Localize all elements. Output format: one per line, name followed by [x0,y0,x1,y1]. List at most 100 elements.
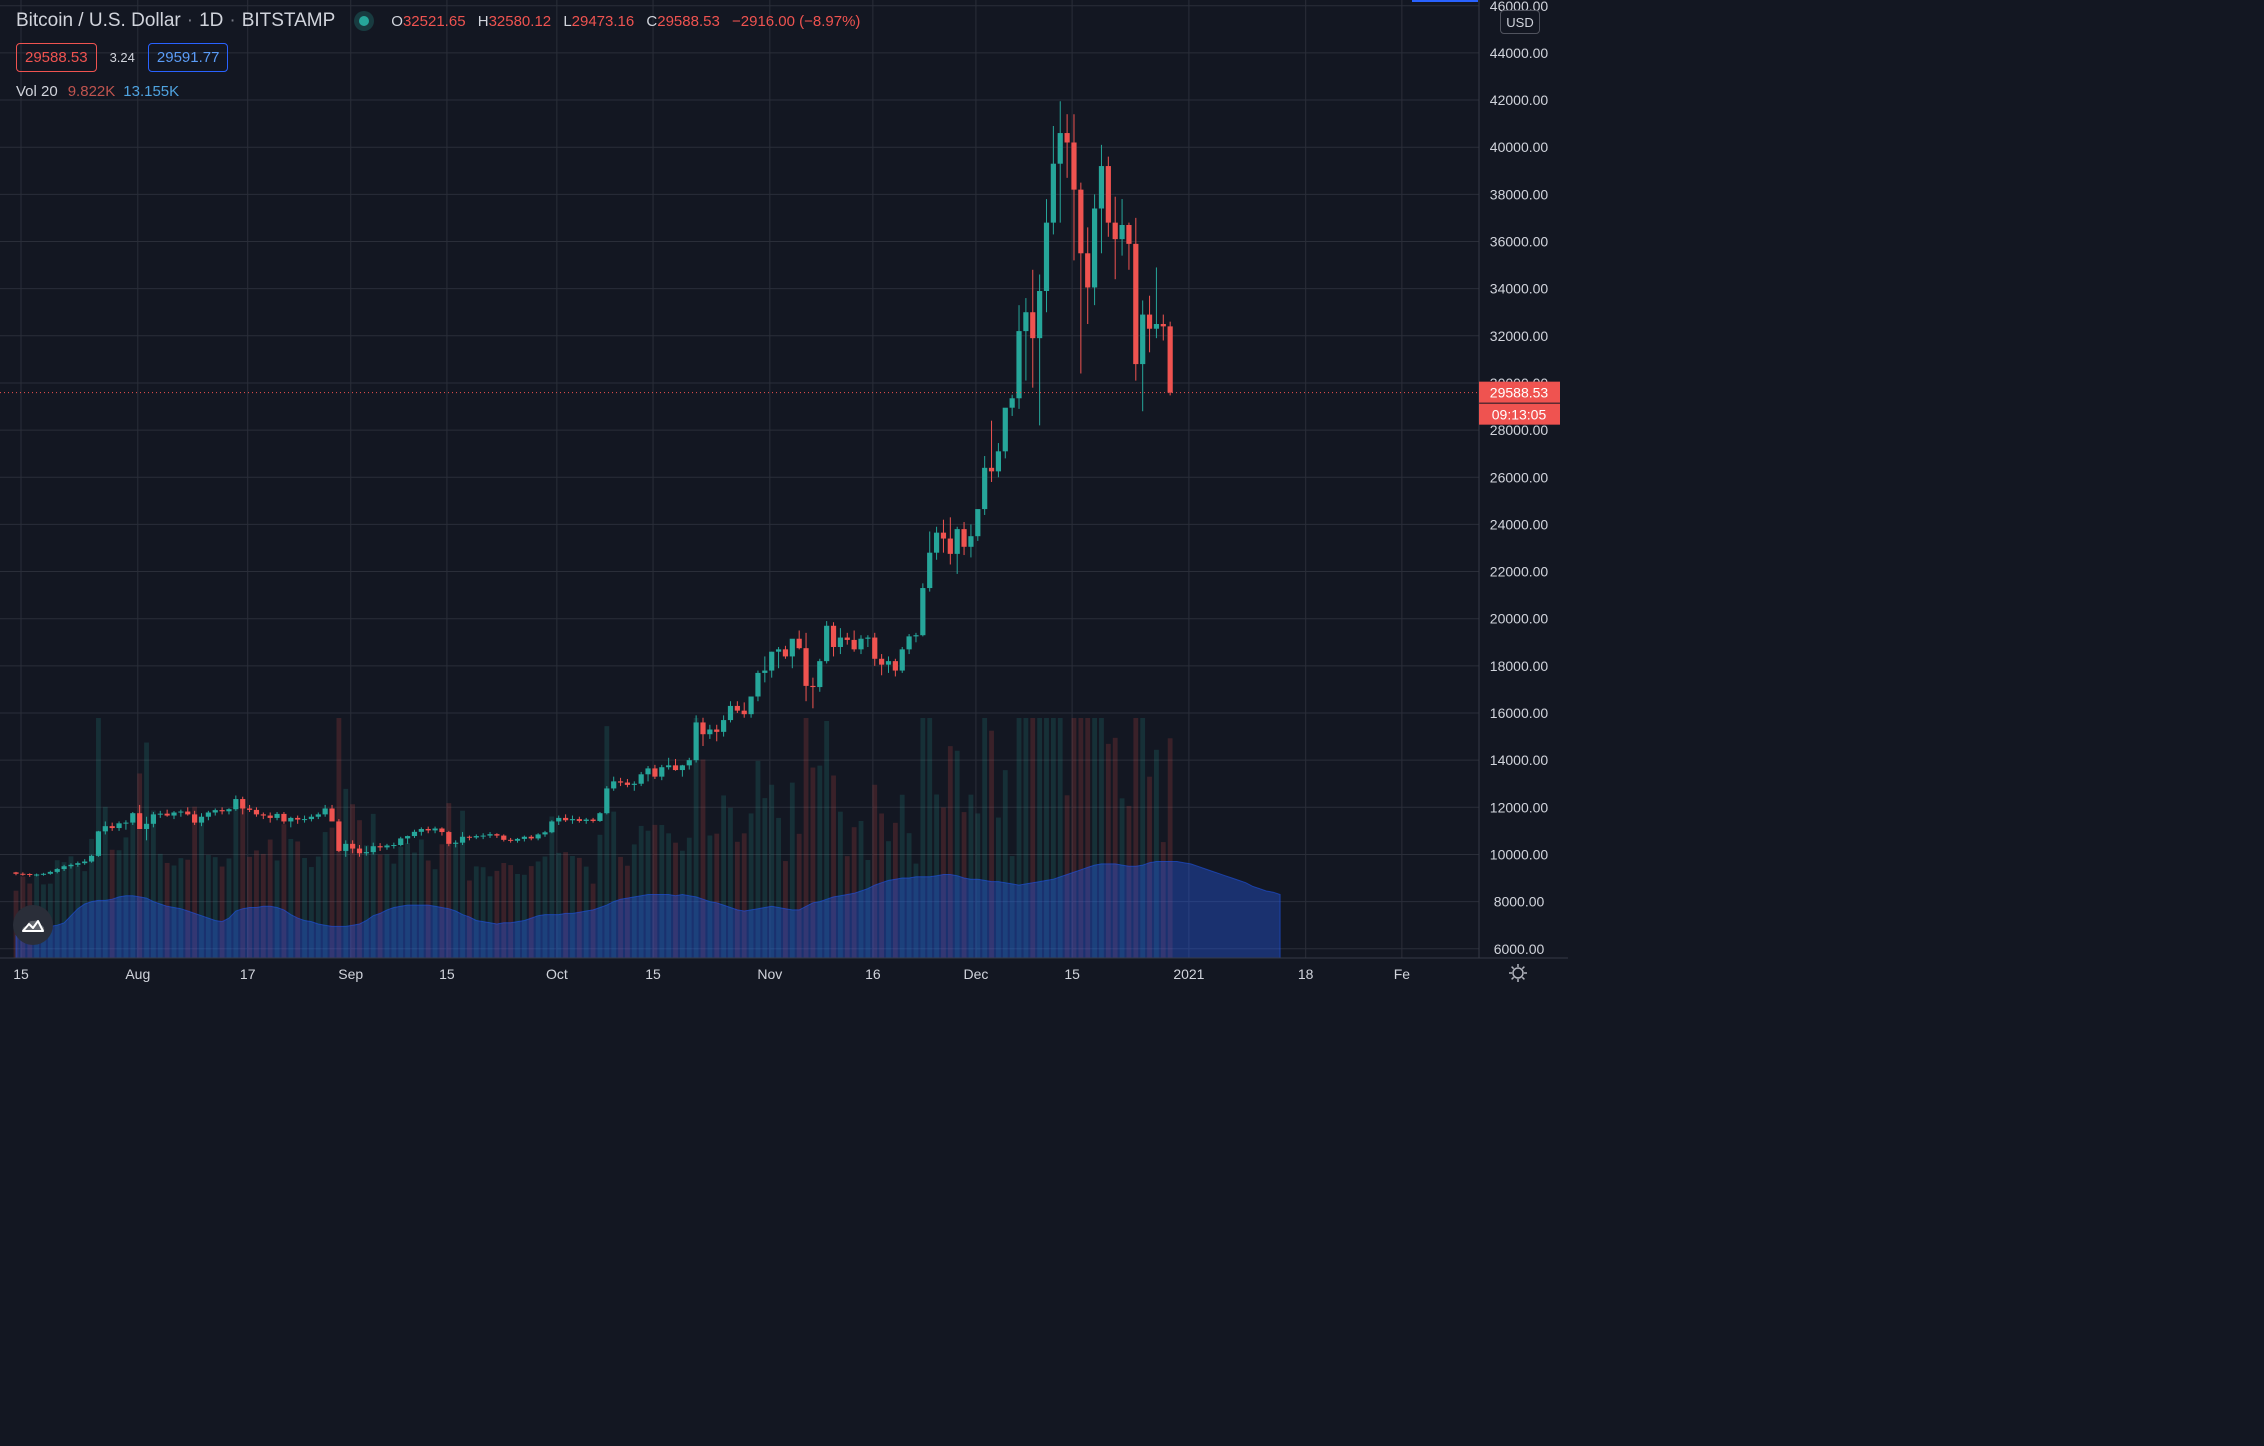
candle-body [961,529,967,547]
candle-body [727,705,734,721]
volume-bar [467,880,472,958]
volume-bar [363,845,369,958]
candle-body [940,532,947,539]
volume-bar [858,820,864,958]
volume-bar [1147,776,1152,958]
volume-bar [1078,718,1084,958]
time-tick-label: 16 [865,966,881,982]
candle-body [899,649,905,671]
volume-bar [748,813,754,958]
time-tick-label: 2021 [1173,966,1204,982]
volume-bar [508,865,514,958]
volume-bar [844,856,850,958]
candle-body [494,834,500,836]
low-value: 29473.16 [571,12,635,30]
volume-bar [473,866,479,958]
volume-bar [549,816,555,958]
price-chart[interactable]: 6000.00 8000.00 10000.00 12000.00 14000.00 16… [0,0,1568,1001]
volume-bar [418,839,424,958]
high-label: H [477,12,489,30]
candle-body [240,799,246,809]
volume-bar [597,834,603,958]
time-axis[interactable]: 15 Aug 17 Sep 15 Oct 15 Nov 16 Dec 15 2021 18 Fe [13,966,1410,982]
time-tick-label: 15 [645,966,661,982]
volume-bar [377,854,383,958]
candle-body [920,588,926,636]
volume-bar [137,773,143,958]
volume-bar [741,833,747,958]
top-progress-accent [1412,0,1478,2]
sell-price-button[interactable]: 29588.53 [16,43,97,72]
volume-legend[interactable]: Vol 20 9.822K 13.155K [16,83,179,100]
candle-body [391,845,397,847]
volume-bar [535,861,541,958]
time-tick-label: 18 [1298,966,1314,982]
candle-body [1078,189,1084,254]
candle-body [1119,224,1125,240]
candle-body [1112,222,1118,240]
volume-bar [989,730,994,958]
volume-bar [116,850,122,958]
candle-body [13,872,19,874]
volume-bar [515,873,520,958]
candle-body [624,782,631,785]
volume-bar [872,784,878,958]
last-price-value: 29588.53 [1490,385,1549,401]
price-axis[interactable]: 6000.00 8000.00 10000.00 12000.00 14000.00 16… [1490,0,1549,957]
candle-body [1140,314,1146,365]
volume-bar [776,817,781,958]
volume-bar [975,813,981,958]
candle-body [995,451,1002,472]
volume-bar [432,869,438,958]
candle-body [1167,326,1173,393]
volume-bar [267,839,273,958]
symbol-legend[interactable]: Bitcoin / U.S. Dollar · 1D · BITSTAMP O3… [16,10,860,32]
volume-bar [391,863,397,958]
candle-body [501,835,507,840]
candle-body [54,869,60,872]
candle-body [1098,166,1105,209]
symbol-name[interactable]: Bitcoin / U.S. Dollar [16,10,181,31]
volume-bar [75,865,81,958]
candle-body [432,828,438,831]
bid-ask-row: 29588.53 3.24 29591.77 [16,43,229,72]
candle-body [789,638,795,657]
volume-bar [693,718,699,958]
candle-body [487,834,493,836]
volume-bar [398,846,404,958]
candle-body [253,809,260,815]
gear-icon[interactable] [1508,963,1528,983]
candle-body [336,821,342,851]
currency-button[interactable]: USD [1500,10,1540,34]
volume-bar [831,775,836,958]
volume-bar [1085,718,1091,958]
candle-body [659,767,665,777]
candle-body [762,670,768,673]
price-tick-label: 44000.00 [1490,45,1549,61]
candle-body [604,788,610,814]
interval-label[interactable]: 1D [199,10,224,31]
candle-body [1002,407,1008,452]
tradingview-cloud-icon[interactable] [13,905,53,945]
candle-body [47,871,53,874]
candle-body [233,799,239,810]
candle-body [226,809,232,812]
volume-bar [1160,842,1166,958]
candle-body [556,817,562,822]
candle-body [418,828,424,832]
volume-bar [487,876,493,958]
volume-bar [1126,805,1132,958]
volume-bar [439,844,445,958]
buy-price-button[interactable]: 29591.77 [147,43,229,72]
volume-bar [199,820,204,958]
separator-dot: · [229,10,236,31]
time-tick-label: 15 [1064,966,1080,982]
candle-body [363,852,369,854]
bar-countdown: 09:13:05 [1492,407,1547,423]
volume-bar [1119,798,1125,958]
volume-bar [659,825,665,958]
volume-bar [109,849,115,958]
candle-body [350,843,356,849]
candle-body [597,813,603,821]
candle-body [301,819,308,821]
